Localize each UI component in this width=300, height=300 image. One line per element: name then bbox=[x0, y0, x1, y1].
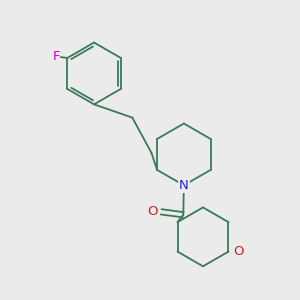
Text: O: O bbox=[234, 245, 244, 258]
Text: O: O bbox=[148, 205, 158, 218]
Text: N: N bbox=[179, 179, 189, 192]
Text: F: F bbox=[52, 50, 60, 63]
